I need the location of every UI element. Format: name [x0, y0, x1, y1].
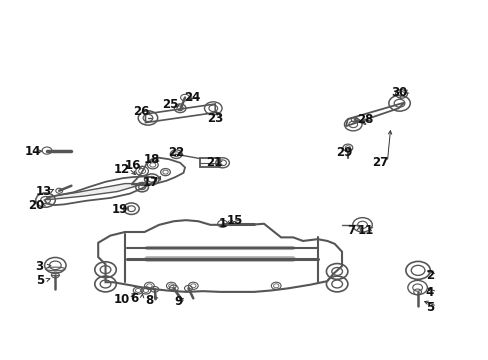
Text: 22: 22: [168, 145, 184, 158]
Text: 11: 11: [357, 224, 373, 237]
Text: 2: 2: [425, 269, 433, 282]
Text: 4: 4: [425, 287, 433, 300]
Text: 28: 28: [357, 113, 373, 126]
Text: 15: 15: [226, 214, 243, 227]
Text: 20: 20: [28, 199, 44, 212]
Text: 13: 13: [36, 185, 52, 198]
Text: 25: 25: [162, 98, 178, 111]
Text: 18: 18: [143, 153, 160, 166]
Text: 27: 27: [371, 156, 387, 169]
Text: 21: 21: [206, 156, 222, 169]
Text: 12: 12: [113, 163, 129, 176]
Text: 23: 23: [207, 112, 223, 125]
Text: 1: 1: [218, 216, 226, 230]
Text: 19: 19: [112, 203, 128, 216]
Text: 24: 24: [184, 91, 200, 104]
Text: 5: 5: [36, 274, 44, 287]
Text: 8: 8: [145, 294, 153, 307]
Text: 29: 29: [336, 145, 352, 158]
Text: 7: 7: [347, 224, 355, 237]
Text: 10: 10: [113, 293, 129, 306]
Polygon shape: [47, 184, 144, 200]
Text: 3: 3: [36, 260, 44, 273]
Text: 9: 9: [174, 296, 183, 309]
Text: 26: 26: [133, 105, 149, 118]
Text: 17: 17: [142, 176, 159, 189]
Text: 30: 30: [390, 86, 407, 99]
Text: 5: 5: [425, 301, 433, 314]
Text: 14: 14: [24, 145, 41, 158]
Text: 16: 16: [125, 159, 141, 172]
Text: 6: 6: [130, 292, 139, 305]
